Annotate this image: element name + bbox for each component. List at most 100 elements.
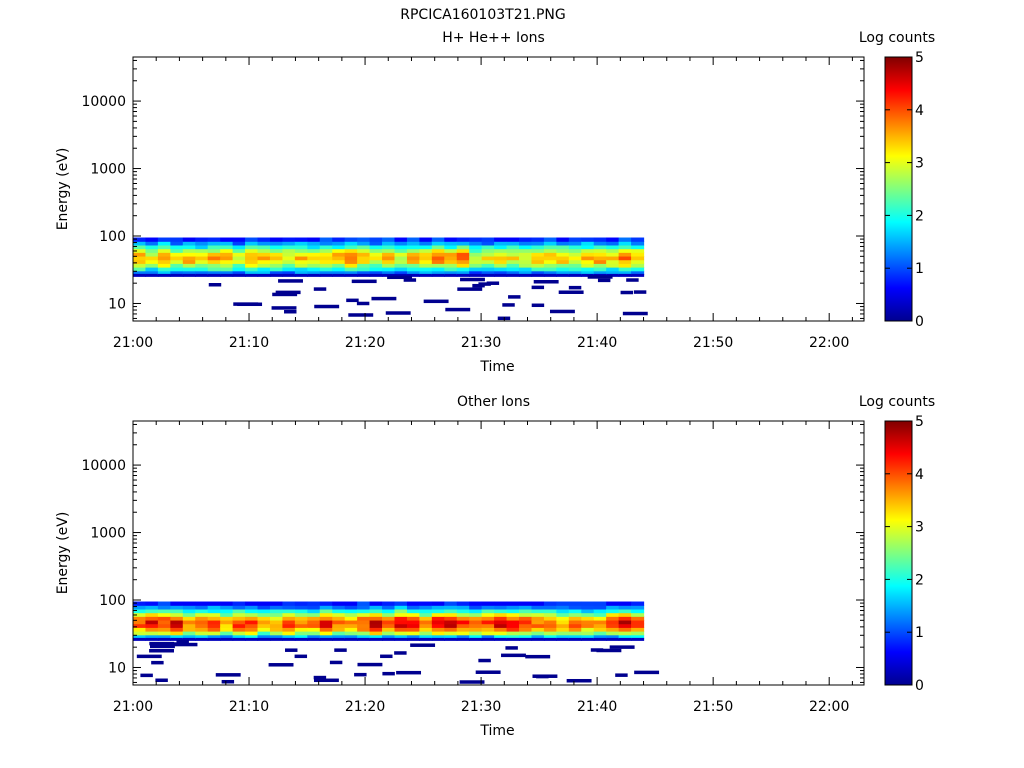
heatmap-cell bbox=[157, 252, 171, 257]
heatmap-cell bbox=[145, 241, 159, 246]
heatmap-cell bbox=[431, 237, 445, 242]
colorbar: 0 1 2 3 4 5 Log counts bbox=[859, 394, 935, 694]
heatmap-cell bbox=[406, 634, 420, 639]
heatmap-cell bbox=[456, 612, 470, 617]
sparse-event bbox=[149, 644, 175, 649]
sparse-event bbox=[176, 639, 189, 644]
heatmap-cell bbox=[606, 634, 620, 639]
colorbar-label: Log counts bbox=[859, 30, 935, 46]
heatmap-cell bbox=[294, 627, 308, 632]
heatmap-cell bbox=[394, 634, 408, 639]
heatmap-cell bbox=[344, 255, 358, 261]
heatmap-cell bbox=[531, 255, 545, 261]
heatmap-cell bbox=[494, 631, 508, 636]
heatmap-cell bbox=[543, 605, 557, 610]
x-tick-label: 21:50 bbox=[693, 335, 733, 351]
heatmap-cell bbox=[469, 244, 483, 250]
heatmap-cell bbox=[133, 248, 147, 253]
heatmap-cell bbox=[269, 237, 284, 242]
heatmap-cell bbox=[344, 619, 358, 625]
heatmap-cell bbox=[456, 637, 470, 641]
heatmap-cell bbox=[593, 608, 607, 614]
heatmap-cell bbox=[332, 601, 346, 606]
heatmap-cell bbox=[307, 273, 321, 277]
heatmap-cell bbox=[382, 619, 396, 625]
heatmap-cell bbox=[357, 608, 371, 614]
sparse-event bbox=[382, 671, 395, 676]
heatmap-cell bbox=[369, 601, 383, 606]
heatmap-cell bbox=[207, 244, 221, 250]
heatmap-cell bbox=[593, 637, 607, 641]
heatmap-cell bbox=[157, 259, 171, 264]
heatmap-cell bbox=[581, 241, 595, 246]
heatmap-cell bbox=[245, 612, 259, 617]
heatmap-cell bbox=[245, 608, 259, 614]
x-tick-label: 21:20 bbox=[345, 335, 385, 351]
heatmap-cell bbox=[543, 631, 557, 636]
heatmap-cell bbox=[319, 263, 333, 268]
heatmap-cell bbox=[282, 244, 296, 250]
heatmap-cell bbox=[257, 252, 271, 257]
sparse-event bbox=[348, 313, 374, 317]
heatmap-cell bbox=[294, 601, 308, 606]
heatmap-cell bbox=[431, 263, 445, 268]
heatmap-cell bbox=[593, 270, 607, 275]
sparse-event bbox=[396, 670, 422, 675]
heatmap-cell bbox=[245, 244, 259, 250]
sparse-event bbox=[357, 662, 383, 667]
heatmap-cell bbox=[257, 263, 271, 268]
y-tick-label: 1000 bbox=[90, 526, 126, 542]
sparse-event bbox=[536, 674, 549, 679]
heatmap-cell bbox=[543, 608, 557, 614]
heatmap-cell bbox=[469, 616, 483, 621]
colorbar-frame bbox=[884, 420, 913, 686]
heatmap-cell bbox=[581, 637, 595, 641]
heatmap-cell bbox=[245, 248, 259, 253]
heatmap-cell bbox=[294, 605, 308, 610]
heatmap-cell bbox=[494, 612, 508, 617]
heatmap-cell bbox=[494, 255, 508, 261]
heatmap-cell bbox=[307, 248, 321, 253]
y-tick-label: 100 bbox=[99, 593, 126, 609]
heatmap-cell bbox=[145, 270, 159, 275]
heatmap-cell bbox=[369, 608, 383, 614]
heatmap-cell bbox=[593, 255, 607, 261]
heatmap-cell bbox=[406, 623, 420, 628]
heatmap-cell bbox=[294, 631, 308, 636]
heatmap-cell bbox=[506, 273, 520, 277]
heatmap-cell bbox=[257, 619, 271, 625]
heatmap-cell bbox=[307, 267, 321, 272]
heatmap-cell bbox=[207, 608, 221, 614]
heatmap-cell bbox=[232, 252, 246, 257]
heatmap-cell bbox=[618, 255, 632, 261]
heatmap-cell bbox=[531, 637, 545, 641]
heatmap-cell bbox=[357, 267, 371, 272]
heatmap-cell bbox=[294, 623, 308, 628]
heatmap-cell bbox=[419, 267, 433, 272]
heatmap-cell bbox=[382, 252, 396, 257]
heatmap-cell bbox=[618, 631, 632, 636]
heatmap-cell bbox=[618, 616, 632, 621]
colorbar-label: Log counts bbox=[859, 394, 935, 410]
heatmap-cell bbox=[307, 637, 321, 641]
heatmap-cell bbox=[618, 248, 632, 253]
heatmap-cell bbox=[307, 619, 321, 625]
sparse-event bbox=[278, 279, 303, 283]
heatmap-cell bbox=[419, 627, 433, 632]
heatmap-cell bbox=[170, 601, 184, 606]
heatmap-cell bbox=[269, 605, 284, 610]
heatmap-cell bbox=[456, 623, 470, 628]
heatmap-cell bbox=[394, 270, 408, 275]
heatmap-cell bbox=[618, 637, 632, 641]
heatmap-cell bbox=[344, 605, 358, 610]
heatmap-cell bbox=[207, 631, 221, 636]
heatmap-cell bbox=[394, 612, 408, 617]
heatmap-cell bbox=[220, 248, 234, 253]
heatmap-cell bbox=[157, 244, 171, 250]
heatmap-cell bbox=[606, 601, 620, 606]
sparse-event bbox=[626, 278, 639, 282]
heatmap-cell bbox=[406, 263, 420, 268]
heatmap-cell bbox=[307, 237, 321, 242]
colorbar: 0 1 2 3 4 5 Log counts bbox=[859, 30, 935, 330]
heatmap-cell bbox=[631, 616, 645, 621]
